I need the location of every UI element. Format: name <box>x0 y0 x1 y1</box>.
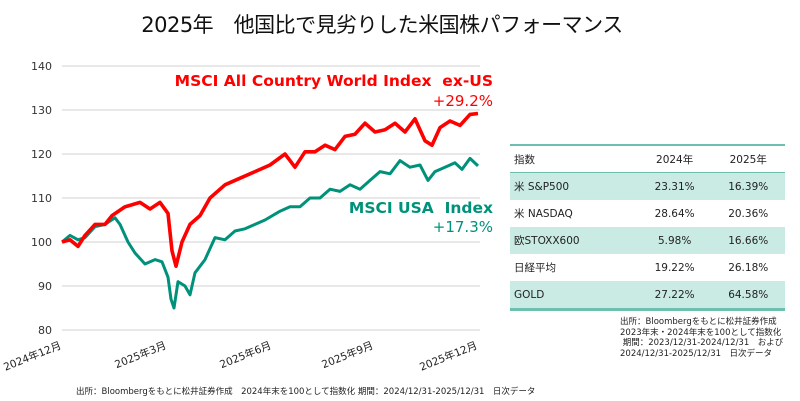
table-row: 米 S&P500 23.31% 16.39% <box>510 172 785 200</box>
header-2025: 2025年 <box>711 145 785 173</box>
cell-index: 米 NASDAQ <box>514 208 573 220</box>
note-line: 2023年末・2024年末を100として指数化 <box>620 327 782 338</box>
note-line: 期間：2023/12/31-2024/12/31 および <box>620 338 784 348</box>
cell-2025: 26.18% <box>728 261 769 274</box>
table-header-row: 指数 2024年 2025年 <box>510 145 785 173</box>
cell-2025: 16.39% <box>711 172 785 200</box>
cell-2024: 23.31% <box>637 172 712 200</box>
legend-acwi-exus-change: +29.2% <box>433 92 493 110</box>
table-source-note: 出所：Bloombergをもとに松井証券作成 2023年末・2024年末を100… <box>620 317 783 359</box>
legend-acwi-exus-label: MSCI All Country World Index ex-US <box>175 72 493 90</box>
y-tick-label: 140 <box>31 60 52 73</box>
x-tick-label: 2024年12月 <box>2 339 64 374</box>
y-tick-label: 120 <box>31 148 52 161</box>
legend-usa-label: MSCI USA Index <box>349 199 493 217</box>
table-row: GOLD 27.22% 64.58% <box>510 281 785 310</box>
y-tick-label: 100 <box>31 236 52 249</box>
y-tick-label: 90 <box>38 280 52 293</box>
cell-2024: 19.22% <box>654 261 695 274</box>
x-axis-ticks: 2024年12月 2025年3月 2025年6月 2025年9月 2025年12月 <box>2 339 480 374</box>
cell-2025: 64.58% <box>711 281 785 310</box>
gridlines <box>62 65 480 331</box>
cell-2025: 16.66% <box>711 227 785 254</box>
header-index: 指数 <box>510 145 638 173</box>
header-2024: 2024年 <box>637 145 712 173</box>
performance-table: 指数 2024年 2025年 米 S&P500 23.31% 16.39% 米 … <box>510 144 785 311</box>
table-row: 欧STOXX600 5.98% 16.66% <box>510 227 785 254</box>
x-tick-label: 2025年3月 <box>113 339 168 371</box>
legend-usa-change: +17.3% <box>433 218 493 236</box>
y-tick-label: 110 <box>31 192 52 205</box>
page-title: 2025年 他国比で見劣りした米国株パフォーマンス <box>141 13 623 37</box>
x-tick-label: 2025年6月 <box>218 339 273 371</box>
y-tick-label: 80 <box>38 324 52 337</box>
note-line: 出所：Bloombergをもとに松井証券作成 <box>620 317 777 327</box>
cell-2024: 28.64% <box>654 207 695 220</box>
msci-usa-line <box>61 156 480 310</box>
cell-2025: 20.36% <box>728 207 769 220</box>
y-tick-label: 130 <box>31 104 52 117</box>
x-tick-label: 2025年12月 <box>418 339 480 374</box>
table-row: 米 NASDAQ 28.64% 20.36% <box>510 200 785 227</box>
y-axis-ticks: 140 130 120 110 100 90 80 <box>31 60 52 337</box>
msci-acwi-exus-line <box>61 111 479 269</box>
note-line: 2024/12/31-2025/12/31 日次データ <box>620 348 773 359</box>
cell-index: GOLD <box>510 281 638 310</box>
line-chart: 140 130 120 110 100 90 80 2024年12月 2025年3月 2025年… <box>2 60 493 374</box>
cell-index: 欧STOXX600 <box>510 227 638 254</box>
cell-2024: 27.22% <box>637 281 712 310</box>
chart-source-note: 出所：Bloombergをもとに松井証券作成 2024年末を100として指数化 … <box>76 387 536 397</box>
cell-2024: 5.98% <box>637 227 712 254</box>
cell-index: 日経平均 <box>514 262 556 274</box>
cell-index: 米 S&P500 <box>510 172 638 200</box>
table-row: 日経平均 19.22% 26.18% <box>510 254 785 281</box>
x-tick-label: 2025年9月 <box>320 339 375 371</box>
